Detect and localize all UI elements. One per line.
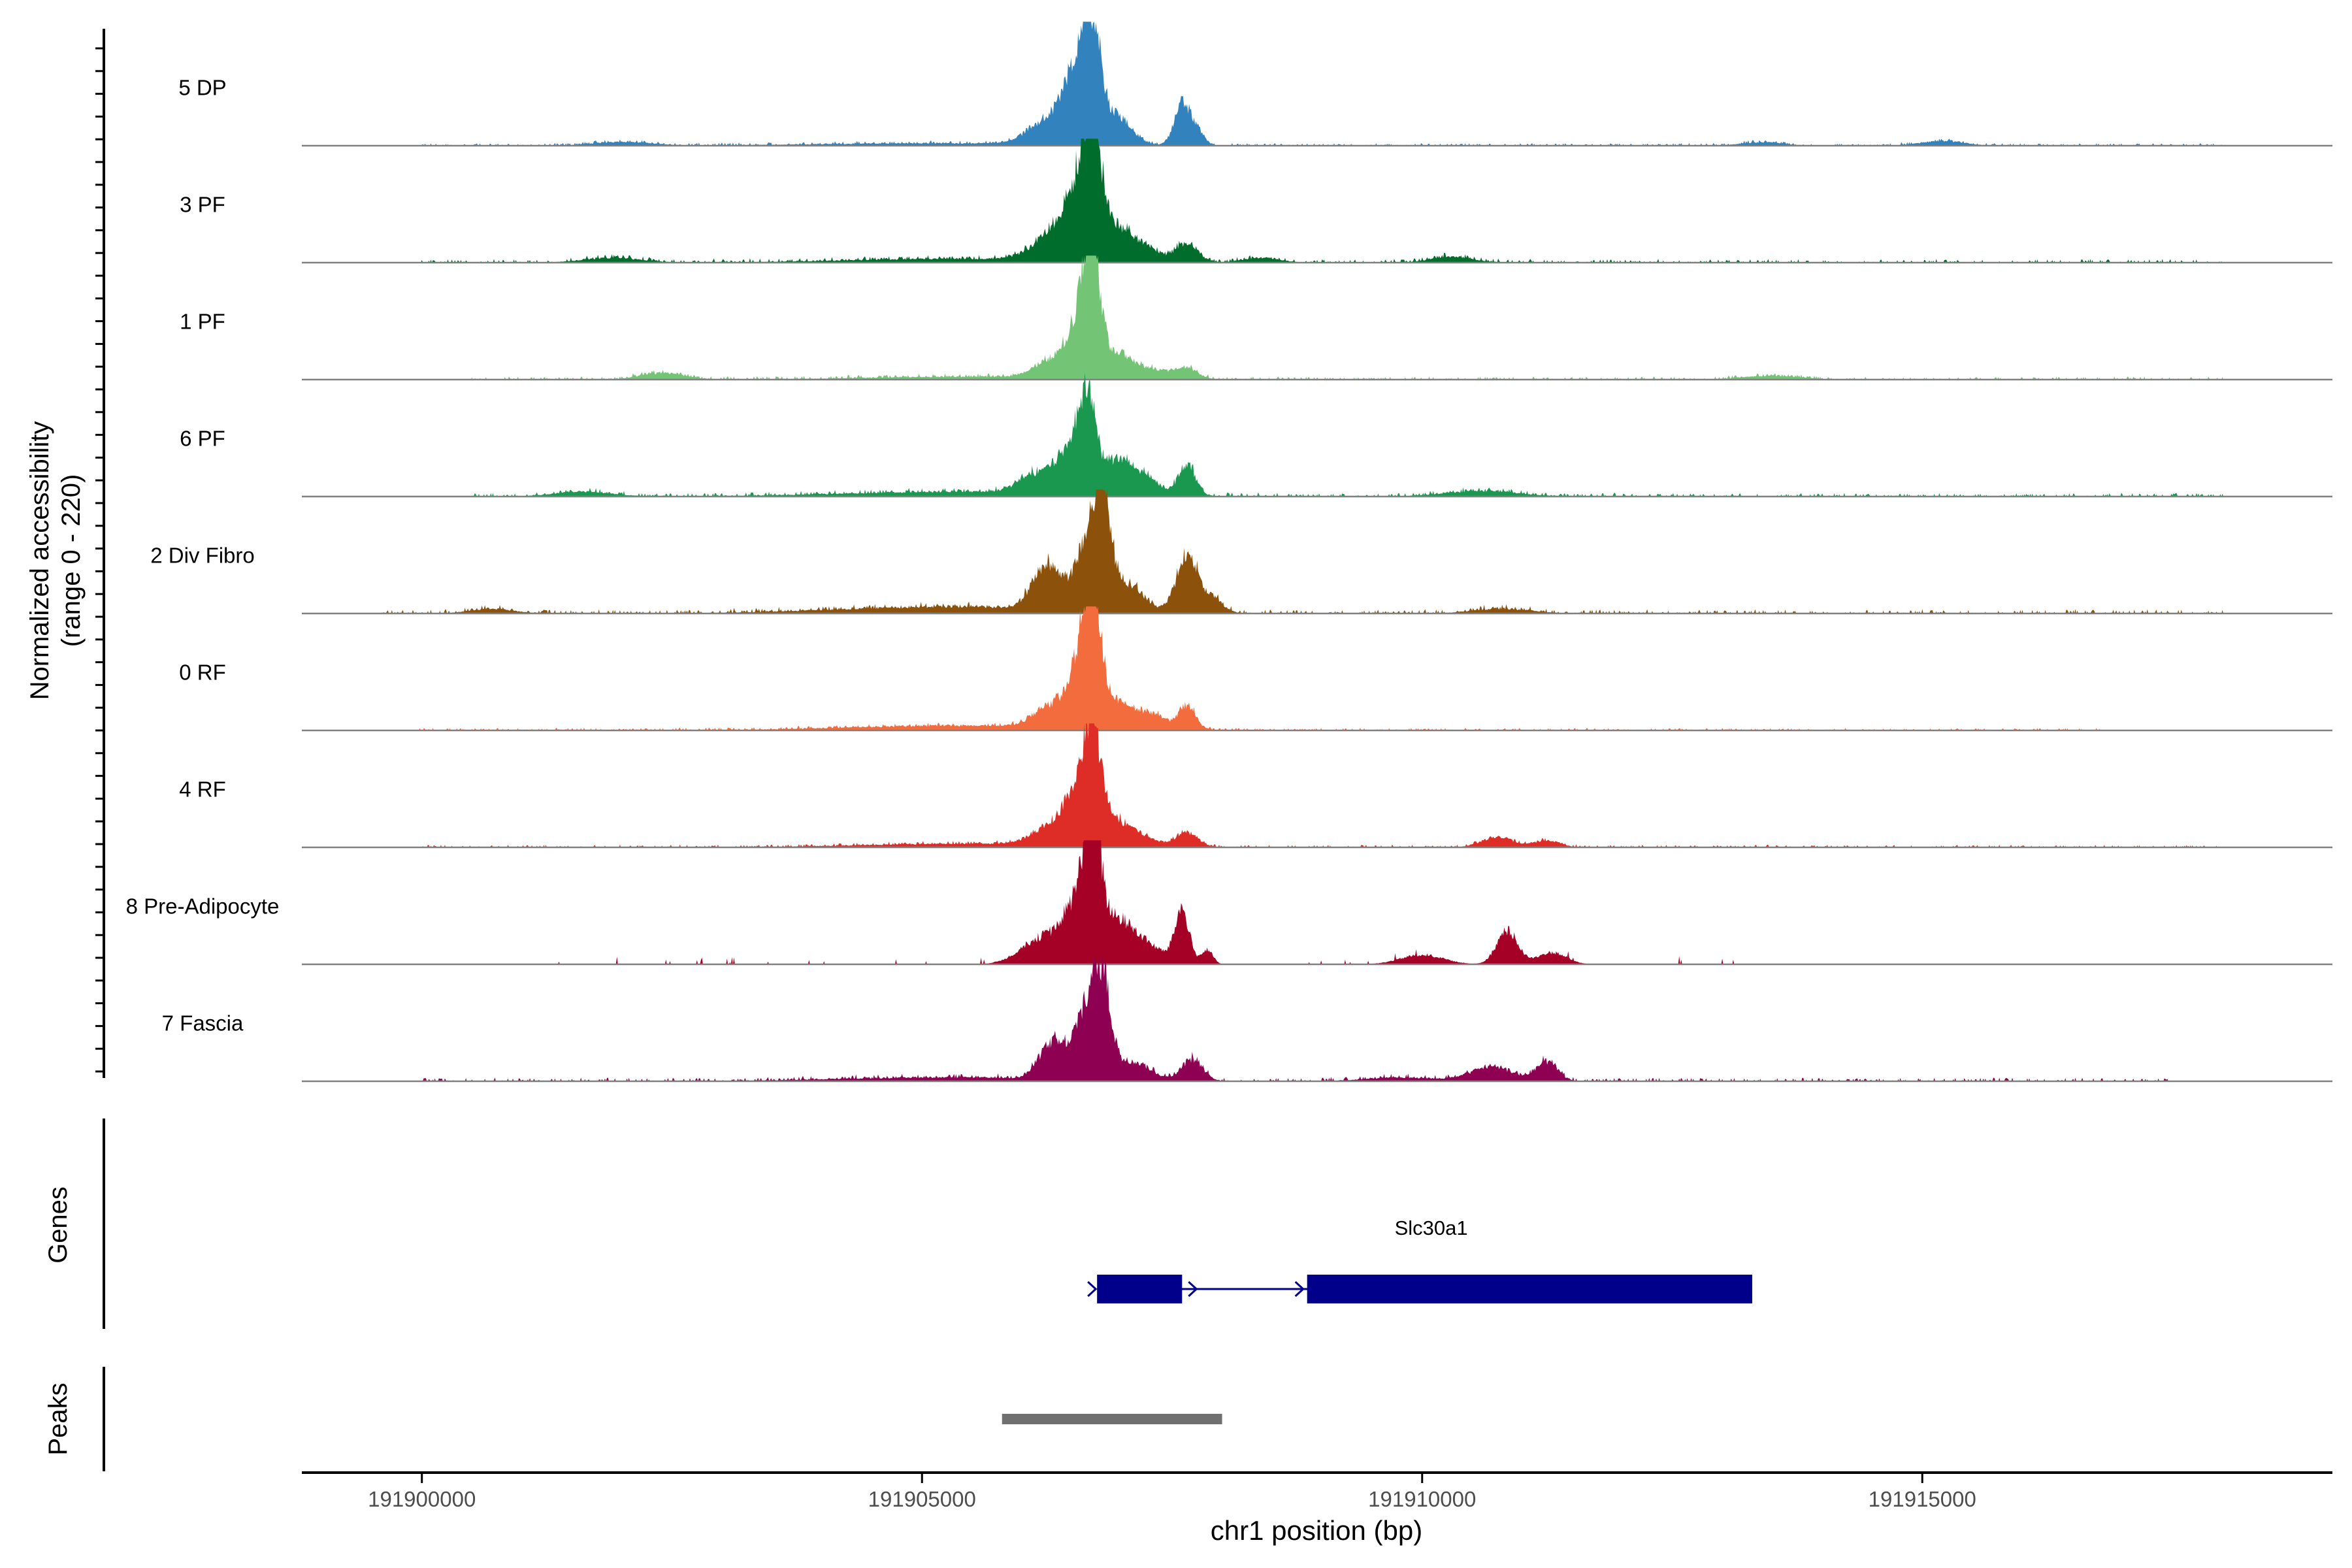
coverage-area — [302, 22, 2332, 146]
coverage-area — [302, 957, 2332, 1081]
track-0-rf: 0 RF — [179, 606, 2332, 732]
strand-arrow — [1188, 1281, 1198, 1298]
x-tick-label: 191910000 — [1368, 1487, 1476, 1511]
track-label: 5 DP — [178, 76, 226, 100]
peak-region — [1002, 1414, 1222, 1424]
track-label: 7 Fascia — [162, 1011, 244, 1036]
x-axis: 191900000 191905000 191910000 191915000 — [302, 1471, 2332, 1511]
strand-arrow — [1294, 1281, 1305, 1298]
x-tick-label: 191915000 — [1869, 1487, 1976, 1511]
track-label: 2 Div Fibro — [150, 544, 255, 568]
track-label: 1 PF — [180, 310, 225, 334]
track-6-pf: 6 PF — [180, 372, 2332, 498]
gene-exon — [1307, 1275, 1752, 1303]
x-tick-label: 191905000 — [868, 1487, 976, 1511]
gene-label: Slc30a1 — [1395, 1217, 1468, 1239]
gene-exon — [1097, 1275, 1183, 1303]
coverage-area — [302, 255, 2332, 380]
x-axis-label: chr1 position (bp) — [1211, 1515, 1423, 1546]
genes-track-label: Genes — [44, 1186, 73, 1264]
strand-arrow — [1087, 1281, 1098, 1298]
track-3-pf: 3 PF — [180, 139, 2332, 264]
coverage-area — [302, 606, 2332, 730]
coverage-y-axis — [95, 29, 105, 1078]
coverage-area — [302, 489, 2332, 613]
track-5-dp: 5 DP — [178, 22, 2332, 147]
gene-slc30a1: Slc30a1 — [1087, 1217, 1752, 1303]
coverage-area — [302, 840, 2332, 964]
track-4-rf: 4 RF — [179, 723, 2332, 849]
coverage-area — [302, 139, 2332, 263]
track-8-pre-adipocyte: 8 Pre-Adipocyte — [126, 840, 2332, 966]
track-1-pf: 1 PF — [180, 255, 2332, 381]
x-tick-label: 191900000 — [368, 1487, 476, 1511]
coverage-area — [302, 723, 2332, 847]
track-7-fascia: 7 Fascia — [162, 957, 2332, 1083]
track-label: 4 RF — [179, 777, 226, 802]
y-axis-range-label: (range 0 - 220) — [57, 474, 86, 647]
peaks-track — [1002, 1414, 1222, 1424]
track-label: 0 RF — [179, 661, 226, 685]
coverage-area — [302, 372, 2332, 497]
genes-track: Slc30a1 — [1087, 1217, 1752, 1303]
track-label: 6 PF — [180, 427, 225, 451]
peaks-track-label: Peaks — [44, 1382, 73, 1455]
coverage-tracks: 5 DP 3 PF 1 PF 6 PF 2 Div Fibro 0 RF 4 RF 8 Pre… — [126, 22, 2332, 1083]
track-label: 8 Pre-Adipocyte — [126, 894, 280, 919]
track-2-div-fibro: 2 Div Fibro — [150, 489, 2332, 615]
track-label: 3 PF — [180, 193, 225, 217]
y-axis-label: Normalized accessibility — [25, 421, 54, 700]
